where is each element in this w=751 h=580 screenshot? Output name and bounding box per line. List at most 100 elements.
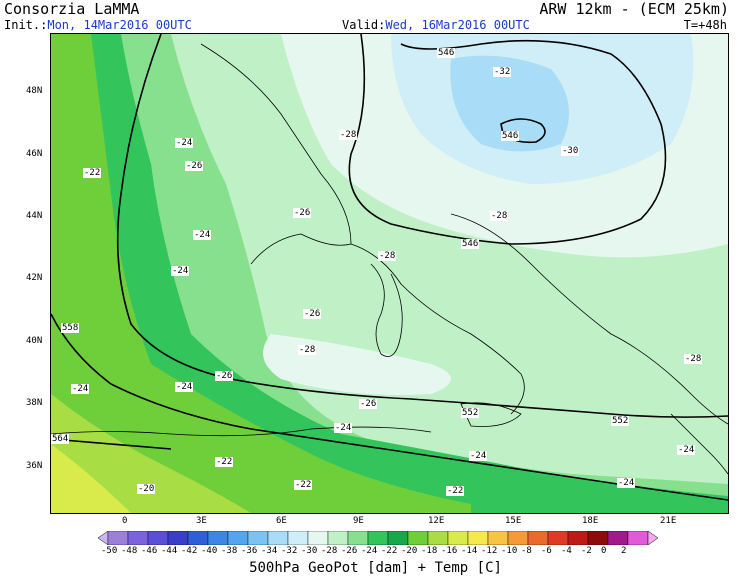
colorbar-swatch: [407, 531, 429, 545]
temp-label: -28: [490, 211, 509, 221]
forecast-step: T=+48h: [683, 18, 727, 32]
temp-label: -32: [493, 67, 512, 77]
colorbar-tick-label: -24: [361, 546, 378, 556]
colorbar-tick-label: -26: [341, 546, 358, 556]
init-label: Init.:: [4, 18, 48, 32]
model-label: ARW 12km - (ECM 25km): [539, 0, 729, 18]
colorbar-swatch: [447, 531, 469, 545]
colorbar-swatch: [227, 531, 249, 545]
temp-field-minus32: [450, 55, 569, 152]
temp-label: -22: [446, 486, 465, 496]
lat-label: 42N: [26, 273, 43, 283]
temp-label: -20: [137, 484, 156, 494]
colorbar-tick-label: -12: [481, 546, 498, 556]
lat-label: 46N: [26, 149, 43, 159]
colorbar-max-arrow: [647, 531, 658, 545]
colorbar-swatch: [187, 531, 209, 545]
colorbar-tick-label: -40: [201, 546, 218, 556]
colorbar-tick-label: -34: [261, 546, 278, 556]
lat-label: 36N: [26, 461, 43, 471]
geopot-label: 552: [461, 408, 480, 418]
colorbar-tick-label: -8: [521, 546, 532, 556]
colorbar-tick-label: -44: [161, 546, 178, 556]
field-description: 500hPa GeoPot [dam] + Temp [C]: [249, 560, 502, 576]
colorbar-tick-label: -16: [441, 546, 458, 556]
geopot-label: 558: [61, 323, 80, 333]
lon-label: 12E: [428, 516, 445, 526]
temp-field-minus22: [51, 34, 728, 513]
colorbar-tick-label: -6: [541, 546, 552, 556]
temp-label: -30: [561, 146, 580, 156]
valid-value: Wed, 16Mar2016 00UTC: [385, 18, 530, 32]
colorbar-swatch: [307, 531, 329, 545]
colorbar-tick-label: -14: [461, 546, 478, 556]
geopot-label: 546: [437, 48, 456, 58]
temp-label: -28: [378, 251, 397, 261]
temp-label: -24: [334, 423, 353, 433]
temp-label: -24: [469, 451, 488, 461]
colorbar-tick-label: -18: [421, 546, 438, 556]
colorbar-swatch: [267, 531, 289, 545]
colorbar-tick-label: -36: [241, 546, 258, 556]
colorbar-swatch: [247, 531, 269, 545]
temp-label: -22: [294, 480, 313, 490]
colorbar-swatch: [467, 531, 489, 545]
colorbar-swatch: [587, 531, 609, 545]
colorbar-tick-label: -50: [101, 546, 118, 556]
init-time: Init.:Mon, 14Mar2016 00UTC: [4, 18, 192, 32]
temp-label: -24: [171, 266, 190, 276]
geopot-label: 546: [501, 131, 520, 141]
colorbar-min-arrow: [98, 531, 109, 545]
temp-field-minus18: [51, 394, 251, 513]
map-canvas: [51, 34, 728, 513]
lon-label: 15E: [505, 516, 522, 526]
geopot-label: 564: [51, 434, 70, 444]
colorbar-swatch: [507, 531, 529, 545]
colorbar-swatch: [607, 531, 629, 545]
temp-label: -26: [303, 309, 322, 319]
colorbar-swatch: [487, 531, 509, 545]
temp-label: -26: [359, 399, 378, 409]
temp-label: -24: [175, 382, 194, 392]
colorbar-swatch: [547, 531, 569, 545]
geopot-label: 546: [461, 239, 480, 249]
temp-label: -26: [293, 208, 312, 218]
lat-label: 40N: [26, 336, 43, 346]
lon-label: 0: [122, 516, 128, 526]
temp-label: -28: [298, 345, 317, 355]
colorbar-tick-label: -20: [401, 546, 418, 556]
colorbar-swatch: [107, 531, 129, 545]
contour-552: [116, 34, 728, 418]
colorbar-swatch: [387, 531, 409, 545]
colorbar-swatch: [567, 531, 589, 545]
coastlines: [51, 43, 728, 475]
colorbar-tick-label: 2: [621, 546, 627, 556]
colorbar-tick-label: -28: [321, 546, 338, 556]
geopot-label: 552: [611, 416, 630, 426]
colorbar-swatch: [627, 531, 649, 545]
lat-label: 38N: [26, 398, 43, 408]
lon-label: 9E: [353, 516, 364, 526]
temp-label: -24: [175, 138, 194, 148]
colorbar-swatch: [327, 531, 349, 545]
temp-label: -26: [185, 161, 204, 171]
colorbar-tick-label: -38: [221, 546, 238, 556]
chart-title: Consorzia LaMMA: [4, 0, 140, 18]
colorbar-swatch: [207, 531, 229, 545]
temp-label: -24: [193, 230, 212, 240]
temp-label: -24: [617, 478, 636, 488]
init-value: Mon, 14Mar2016 00UTC: [47, 18, 192, 32]
lat-label: 48N: [26, 86, 43, 96]
lat-label: 44N: [26, 211, 43, 221]
temp-label: -22: [215, 457, 234, 467]
temp-label: -24: [677, 445, 696, 455]
colorbar-tick-label: -42: [181, 546, 198, 556]
lon-label: 3E: [196, 516, 207, 526]
temp-field-minus20: [51, 34, 471, 513]
temp-label: -26: [215, 371, 234, 381]
lon-label: 21E: [660, 516, 677, 526]
colorbar-tick-label: -4: [561, 546, 572, 556]
colorbar-tick-label: -2: [581, 546, 592, 556]
colorbar-tick-label: -10: [501, 546, 518, 556]
colorbar-tick-label: -46: [141, 546, 158, 556]
